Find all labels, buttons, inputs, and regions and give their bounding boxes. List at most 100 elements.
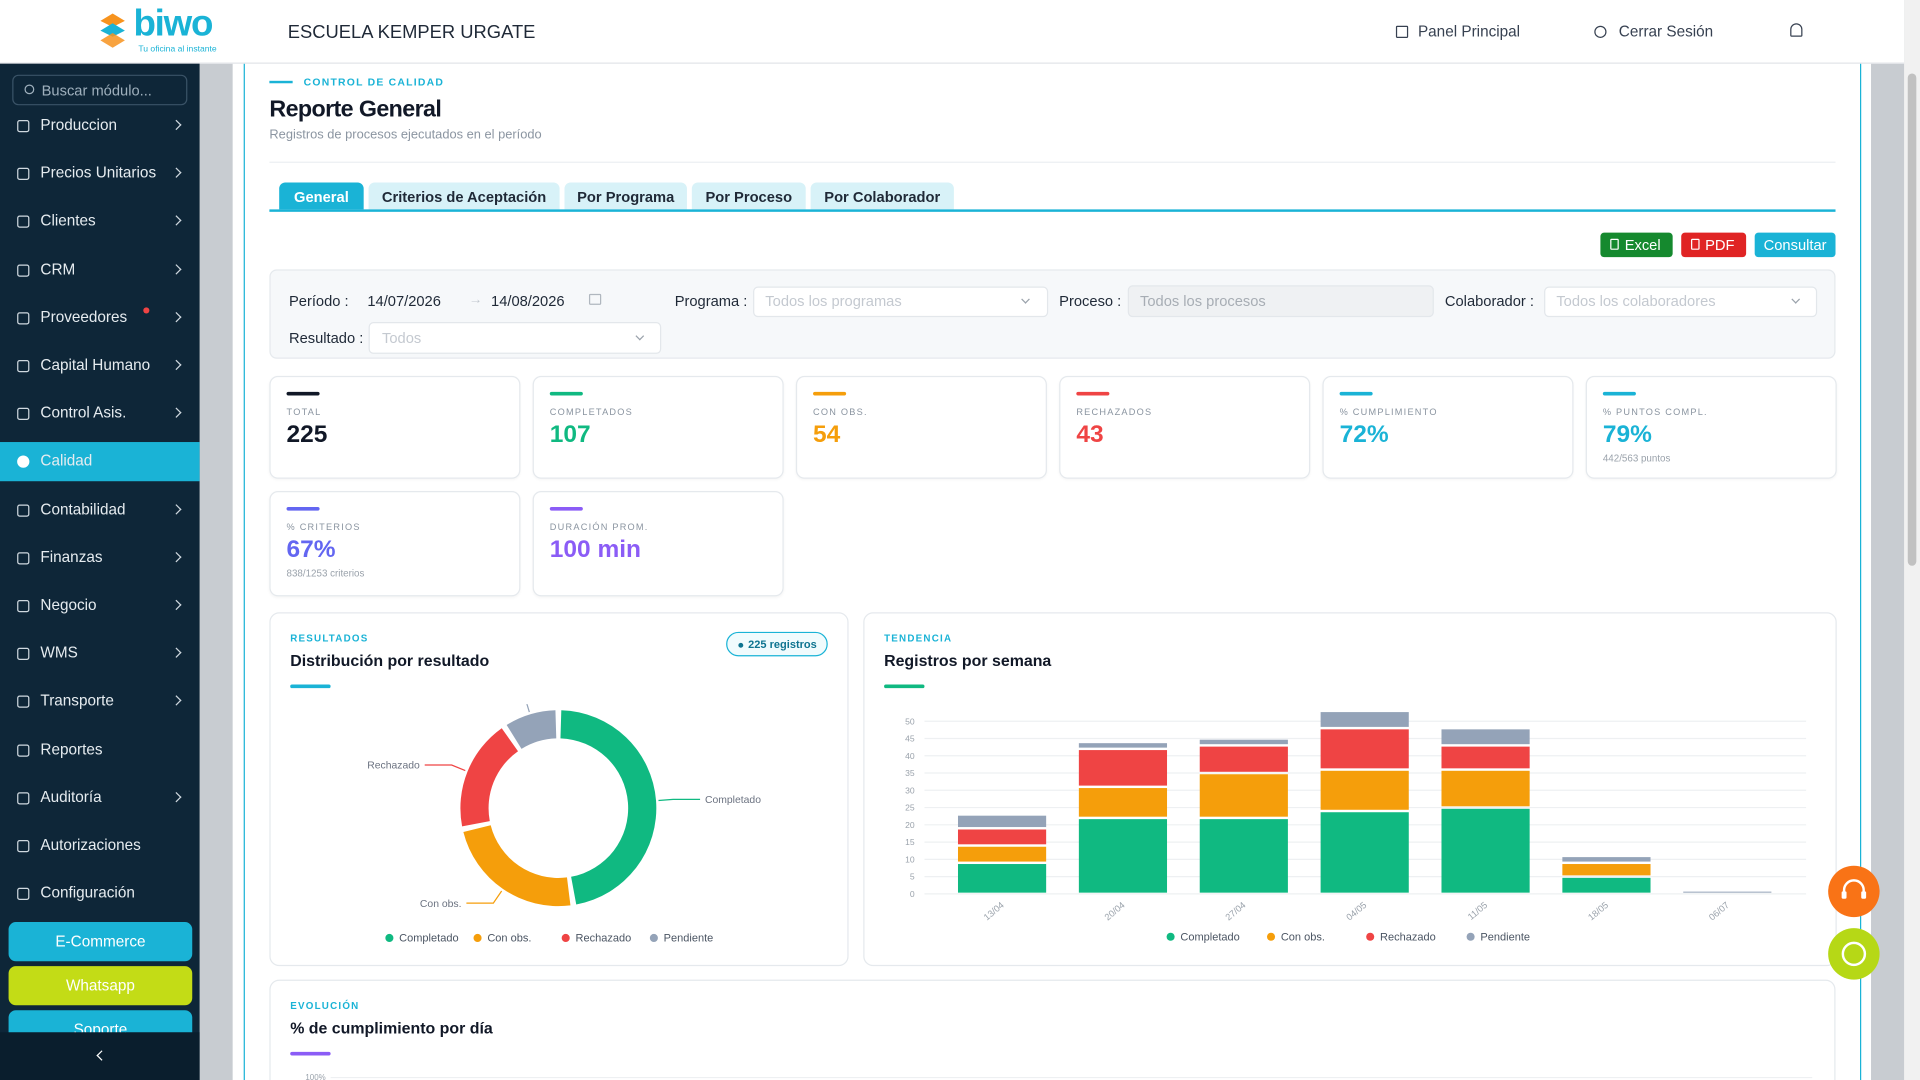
sidebar-item[interactable]: Auditoría bbox=[0, 779, 200, 818]
sidebar-item[interactable]: Finanzas bbox=[0, 539, 200, 578]
filter-label: Resultado : bbox=[288, 329, 364, 347]
kpi-label: % PUNTOS COMPL. bbox=[1602, 406, 1708, 418]
sidebar-item[interactable]: Contabilidad bbox=[0, 491, 200, 530]
sidebar-item[interactable]: Configuración bbox=[0, 875, 200, 914]
sidebar-icon bbox=[17, 120, 30, 133]
action-label: PDF bbox=[1705, 236, 1735, 254]
sidebar-icon bbox=[17, 215, 30, 229]
filter-label: Programa : bbox=[674, 292, 748, 310]
sidebar-chevron bbox=[171, 407, 182, 419]
kpi-accent bbox=[549, 391, 583, 396]
chart-title-dash bbox=[290, 684, 331, 689]
whatsapp-fab[interactable] bbox=[1828, 928, 1880, 980]
nav-link[interactable]: Panel Principal bbox=[1417, 23, 1521, 41]
tab-underline bbox=[269, 209, 1836, 212]
chart-card: RESULTADOS Distribución por resultado 225 … bbox=[269, 612, 849, 967]
sidebar-chevron bbox=[171, 359, 182, 371]
sidebar-label: Proveedores bbox=[40, 308, 128, 326]
sidebar-item[interactable]: Capital Humano bbox=[0, 347, 200, 386]
action-label: Excel bbox=[1624, 236, 1661, 254]
floating-buttons bbox=[1828, 865, 1880, 980]
kpi-value: 107 bbox=[549, 421, 591, 449]
kpi-label: % CUMPLIMIENTO bbox=[1339, 406, 1438, 418]
sidebar-chevron bbox=[171, 263, 182, 275]
filter-field[interactable] bbox=[1127, 285, 1434, 318]
sidebar-item[interactable]: Reportes bbox=[0, 731, 200, 770]
bell-icon[interactable] bbox=[1790, 23, 1803, 37]
sidebar-icon bbox=[17, 743, 30, 757]
action-button[interactable]: PDF bbox=[1681, 232, 1747, 258]
sidebar-label: Control Asis. bbox=[40, 404, 127, 422]
sidebar-icon bbox=[17, 791, 30, 805]
collapse-arrow bbox=[96, 1050, 107, 1061]
sidebar-item[interactable]: Calidad bbox=[0, 442, 200, 482]
tab[interactable]: Por Programa bbox=[564, 182, 687, 210]
sidebar-icon bbox=[17, 503, 30, 517]
sidebar-label: Configuración bbox=[40, 884, 135, 902]
tab[interactable]: General bbox=[279, 182, 364, 210]
sidebar-icon bbox=[17, 263, 30, 277]
nav-link[interactable]: Cerrar Sesión bbox=[1618, 23, 1714, 41]
action-button[interactable]: Excel bbox=[1600, 232, 1673, 258]
sidebar-button[interactable]: E-Commerce bbox=[8, 922, 193, 962]
kpi-value: 72% bbox=[1339, 421, 1389, 449]
filter-panel: Período : 14/07/2026 → 14/08/2026 Programa :… bbox=[269, 269, 1836, 359]
sidebar-item[interactable]: WMS bbox=[0, 635, 200, 674]
support-fab[interactable] bbox=[1828, 865, 1880, 918]
logo-icon bbox=[100, 13, 125, 48]
scrollbar-thumb bbox=[1907, 73, 1917, 566]
kpi-accent bbox=[549, 506, 583, 511]
sidebar-item[interactable]: Produccion bbox=[0, 107, 200, 146]
sidebar-icon bbox=[17, 600, 30, 613]
kpi-accent bbox=[286, 391, 320, 396]
chart-eyebrow: RESULTADOS bbox=[290, 633, 369, 645]
action-button[interactable]: Consultar bbox=[1754, 232, 1836, 258]
sidebar-label: WMS bbox=[40, 644, 78, 662]
kpi-accent bbox=[1339, 391, 1373, 396]
collapse-bar[interactable] bbox=[0, 1032, 200, 1080]
kpi-accent bbox=[286, 506, 320, 511]
date-value: 14/08/2026 bbox=[491, 292, 565, 310]
tab[interactable]: Por Colaborador bbox=[810, 182, 954, 210]
search-box[interactable]: Buscar módulo... bbox=[12, 74, 188, 106]
sidebar-item[interactable]: Negocio bbox=[0, 587, 200, 626]
chart-title: Registros por semana bbox=[884, 651, 1052, 670]
kpi-label: DURACIÓN PROM. bbox=[549, 521, 649, 533]
filter-field[interactable] bbox=[1544, 286, 1818, 318]
filter-placeholder: Todos los procesos bbox=[1140, 292, 1266, 310]
sidebar-item[interactable]: Precios Unitarios bbox=[0, 155, 200, 194]
sidebar-item[interactable]: CRM bbox=[0, 251, 200, 290]
badge-dot bbox=[738, 642, 744, 648]
sidebar-label: Auditoría bbox=[40, 788, 102, 806]
filter-field[interactable] bbox=[753, 286, 1049, 318]
nav-icon bbox=[1594, 25, 1607, 38]
sidebar-label: Precios Unitarios bbox=[40, 164, 157, 182]
tab[interactable]: Criterios de Aceptación bbox=[368, 182, 560, 210]
chart-eyebrow: TENDENCIA bbox=[884, 633, 953, 645]
sidebar-icon bbox=[17, 887, 30, 901]
sidebar-label: Finanzas bbox=[40, 548, 103, 566]
sidebar-button[interactable]: Whatsapp bbox=[8, 966, 193, 1006]
tab[interactable]: Por Proceso bbox=[691, 182, 806, 210]
sidebar-button-label: Whatsapp bbox=[65, 977, 135, 995]
sidebar-item[interactable]: Clientes bbox=[0, 203, 200, 242]
sidebar-item[interactable]: Control Asis. bbox=[0, 395, 200, 434]
kpi-value: 67% bbox=[286, 536, 336, 564]
kpi-card: TOTAL 225 bbox=[269, 375, 521, 479]
sidebar-item[interactable]: Proveedores bbox=[0, 299, 200, 338]
count-badge: 225 registros bbox=[726, 631, 828, 657]
sidebar-chevron bbox=[171, 551, 182, 563]
filter-label: Proceso : bbox=[1059, 292, 1122, 310]
kpi-label: RECHAZADOS bbox=[1076, 406, 1153, 418]
sidebar-item[interactable]: Transporte bbox=[0, 683, 200, 722]
filter-field[interactable] bbox=[368, 322, 662, 354]
chart-title-dash bbox=[290, 1051, 331, 1056]
sidebar-chevron bbox=[171, 215, 182, 227]
search-placeholder: Buscar módulo... bbox=[41, 82, 152, 100]
kpi-accent bbox=[813, 391, 847, 396]
search-icon bbox=[24, 84, 35, 95]
sidebar-chevron bbox=[171, 119, 182, 131]
kpi-card: RECHAZADOS 43 bbox=[1059, 375, 1311, 479]
sidebar-item[interactable]: Autorizaciones bbox=[0, 827, 200, 866]
